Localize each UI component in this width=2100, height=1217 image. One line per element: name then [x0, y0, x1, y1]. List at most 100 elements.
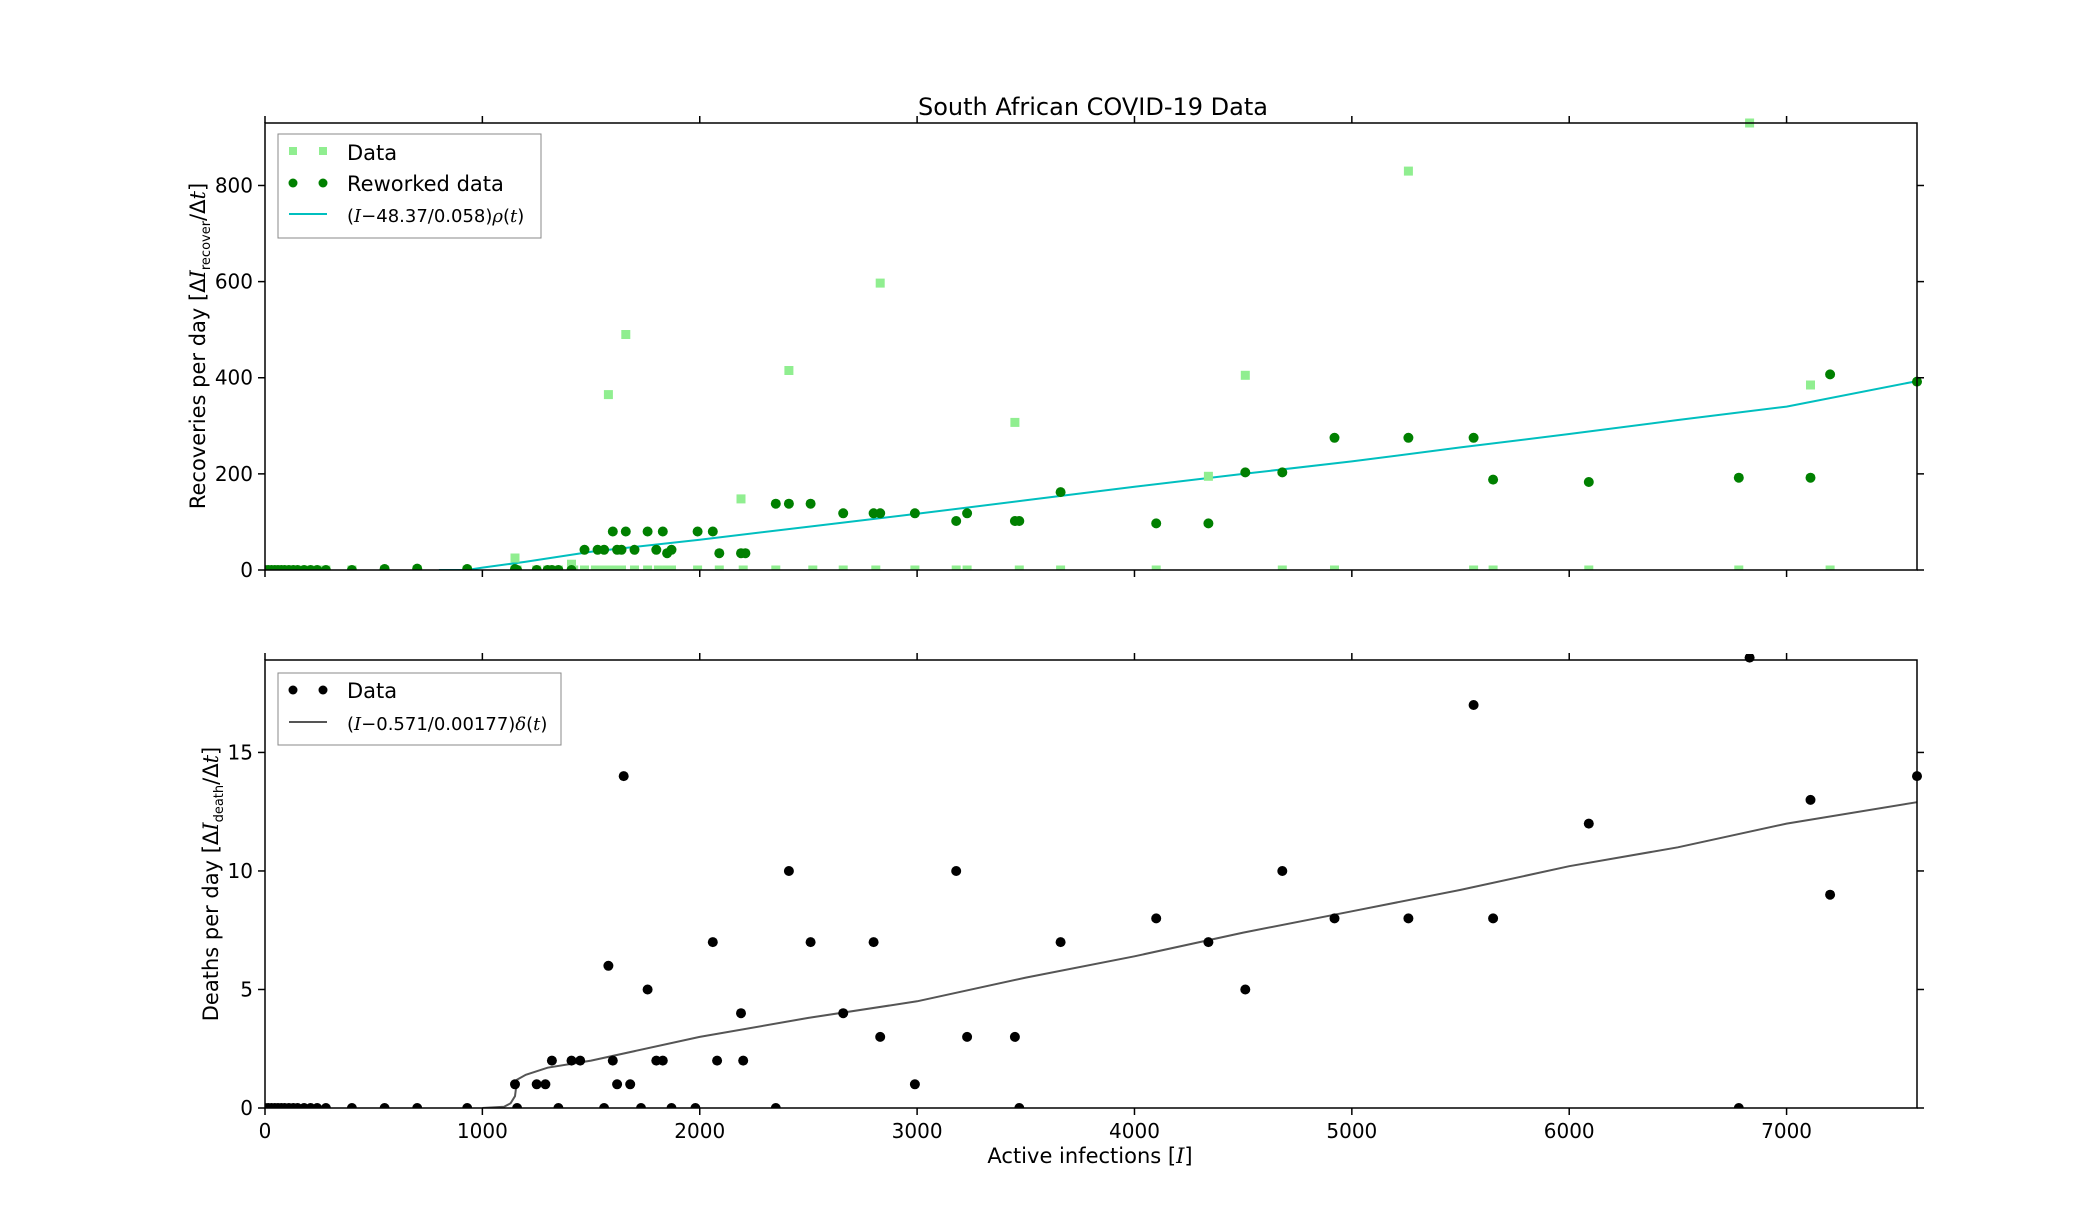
deaths-data-point: [712, 1055, 723, 1066]
recoveries-data-point: [871, 565, 881, 570]
recoveries-reworked-point: [566, 565, 577, 570]
deaths-data-point: [838, 1008, 849, 1019]
y-axis-label-deaths: Deaths per day [ΔIdeath/Δt]: [199, 747, 227, 1022]
deaths-fit-line: [482, 801, 1918, 1108]
y-tick-label: 10: [228, 859, 253, 883]
y-tick-label: 400: [215, 366, 253, 390]
legend-marker-data: [318, 685, 328, 695]
deaths-data-point: [607, 1055, 618, 1066]
recoveries-reworked-point: [620, 526, 631, 537]
recoveries-reworked-point: [1805, 472, 1816, 483]
deaths-data-point: [553, 1103, 564, 1108]
x-tick-label: 4000: [1109, 1119, 1160, 1143]
deaths-data-point: [1733, 1103, 1744, 1108]
deaths-data-point: [875, 1031, 886, 1042]
recoveries-data-point: [1151, 565, 1161, 570]
recoveries-data-point: [1734, 565, 1744, 570]
deaths-data-point: [1403, 913, 1414, 924]
recoveries-data-point: [838, 565, 848, 570]
recoveries-data-point: [1403, 166, 1413, 176]
deaths-data-point: [531, 1079, 542, 1090]
deaths-data-point: [1203, 937, 1214, 948]
recoveries-data-point: [1330, 565, 1339, 570]
recoveries-reworked-point: [629, 544, 640, 555]
recoveries-reworked-point: [412, 563, 423, 570]
y-tick-label: 5: [240, 977, 253, 1001]
deaths-data-point: [707, 937, 718, 948]
recoveries-reworked-point: [666, 544, 677, 555]
recoveries-data-point: [643, 565, 653, 570]
recoveries-reworked-point: [909, 508, 920, 519]
recoveries-data-point: [590, 565, 600, 570]
deaths-data-point: [346, 1103, 357, 1108]
deaths-data-point: [868, 937, 879, 948]
recoveries-reworked-point: [1151, 518, 1162, 529]
recoveries-reworked-point: [707, 526, 718, 537]
recoveries-data-point: [1825, 565, 1835, 570]
recoveries-reworked-point: [1240, 467, 1251, 478]
recoveries-data-point: [1806, 380, 1815, 390]
recoveries-panel: South African COVID-19 Data 0 200 400 600 80…: [186, 93, 1924, 582]
deaths-data-point: [1825, 889, 1836, 900]
recoveries-reworked-point: [379, 564, 390, 570]
deaths-data-point: [575, 1055, 586, 1066]
x-tick-label: 3000: [892, 1119, 943, 1143]
legend-marker-reworked: [288, 178, 298, 188]
deaths-data-point: [599, 1103, 610, 1108]
recoveries-data-point: [1014, 565, 1024, 570]
deaths-data-point: [642, 984, 653, 995]
recoveries-data-point: [1488, 565, 1498, 570]
recoveries-data-point: [580, 565, 589, 570]
recoveries-data-point: [808, 565, 818, 570]
y-tick-label: 800: [215, 173, 253, 197]
recoveries-data-point: [962, 565, 972, 570]
recoveries-reworked-point: [1825, 369, 1836, 380]
legend-label-fit: (I−0.571/0.00177)δ(t): [347, 714, 547, 735]
legend-label-data: Data: [347, 141, 397, 165]
recoveries-data-point: [1240, 370, 1250, 380]
y-tick-label: 15: [228, 740, 253, 764]
x-tick-label: 0: [259, 1119, 272, 1143]
recoveries-reworked-point: [553, 565, 564, 570]
plot-frame-top: [264, 122, 1918, 571]
x-tick-label: 7000: [1761, 1119, 1812, 1143]
deaths-data-point: [770, 1103, 781, 1108]
recoveries-reworked-point: [462, 564, 473, 570]
recoveries-reworked-point: [1488, 474, 1499, 485]
x-tick-label: 5000: [1326, 1119, 1377, 1143]
recoveries-reworked-point: [1277, 467, 1288, 478]
recoveries-data-point: [667, 565, 676, 570]
y-tick-label: 200: [215, 462, 253, 486]
legend-marker-data: [288, 685, 298, 695]
recoveries-data-point: [1056, 565, 1066, 570]
recoveries-data-point: [736, 494, 746, 504]
deaths-data-point: [909, 1079, 920, 1090]
deaths-data-point: [1488, 913, 1499, 924]
recoveries-data-point: [1277, 565, 1287, 570]
recoveries-reworked-point: [1733, 472, 1744, 483]
legend-label-data: Data: [347, 679, 397, 703]
recoveries-data-point: [1469, 565, 1479, 570]
recoveries-data-point: [714, 565, 724, 570]
legend-marker-data: [319, 147, 327, 155]
deaths-data-point: [738, 1055, 749, 1066]
deaths-data-point: [379, 1103, 390, 1108]
deaths-data-point: [540, 1079, 551, 1090]
legend-marker-data: [289, 147, 297, 155]
plot-frame-bottom: [264, 659, 1918, 1109]
recoveries-reworked-point: [1329, 432, 1340, 443]
recoveries-reworked-point: [599, 544, 610, 555]
recoveries-data-point: [603, 390, 613, 400]
recoveries-reworked-point: [692, 526, 703, 537]
recoveries-data-point: [567, 559, 576, 569]
recoveries-reworked-point: [1468, 432, 1479, 443]
recoveries-reworked-point: [740, 548, 751, 559]
deaths-data-point: [657, 1055, 668, 1066]
recoveries-data-point: [910, 565, 920, 570]
deaths-data-point: [1055, 937, 1066, 948]
deaths-data-point: [320, 1103, 331, 1108]
x-axis-label: Active infections [I]: [987, 1144, 1192, 1168]
deaths-data-point: [510, 1079, 520, 1090]
recoveries-reworked-point: [770, 498, 781, 509]
recoveries-data-point: [693, 565, 703, 570]
